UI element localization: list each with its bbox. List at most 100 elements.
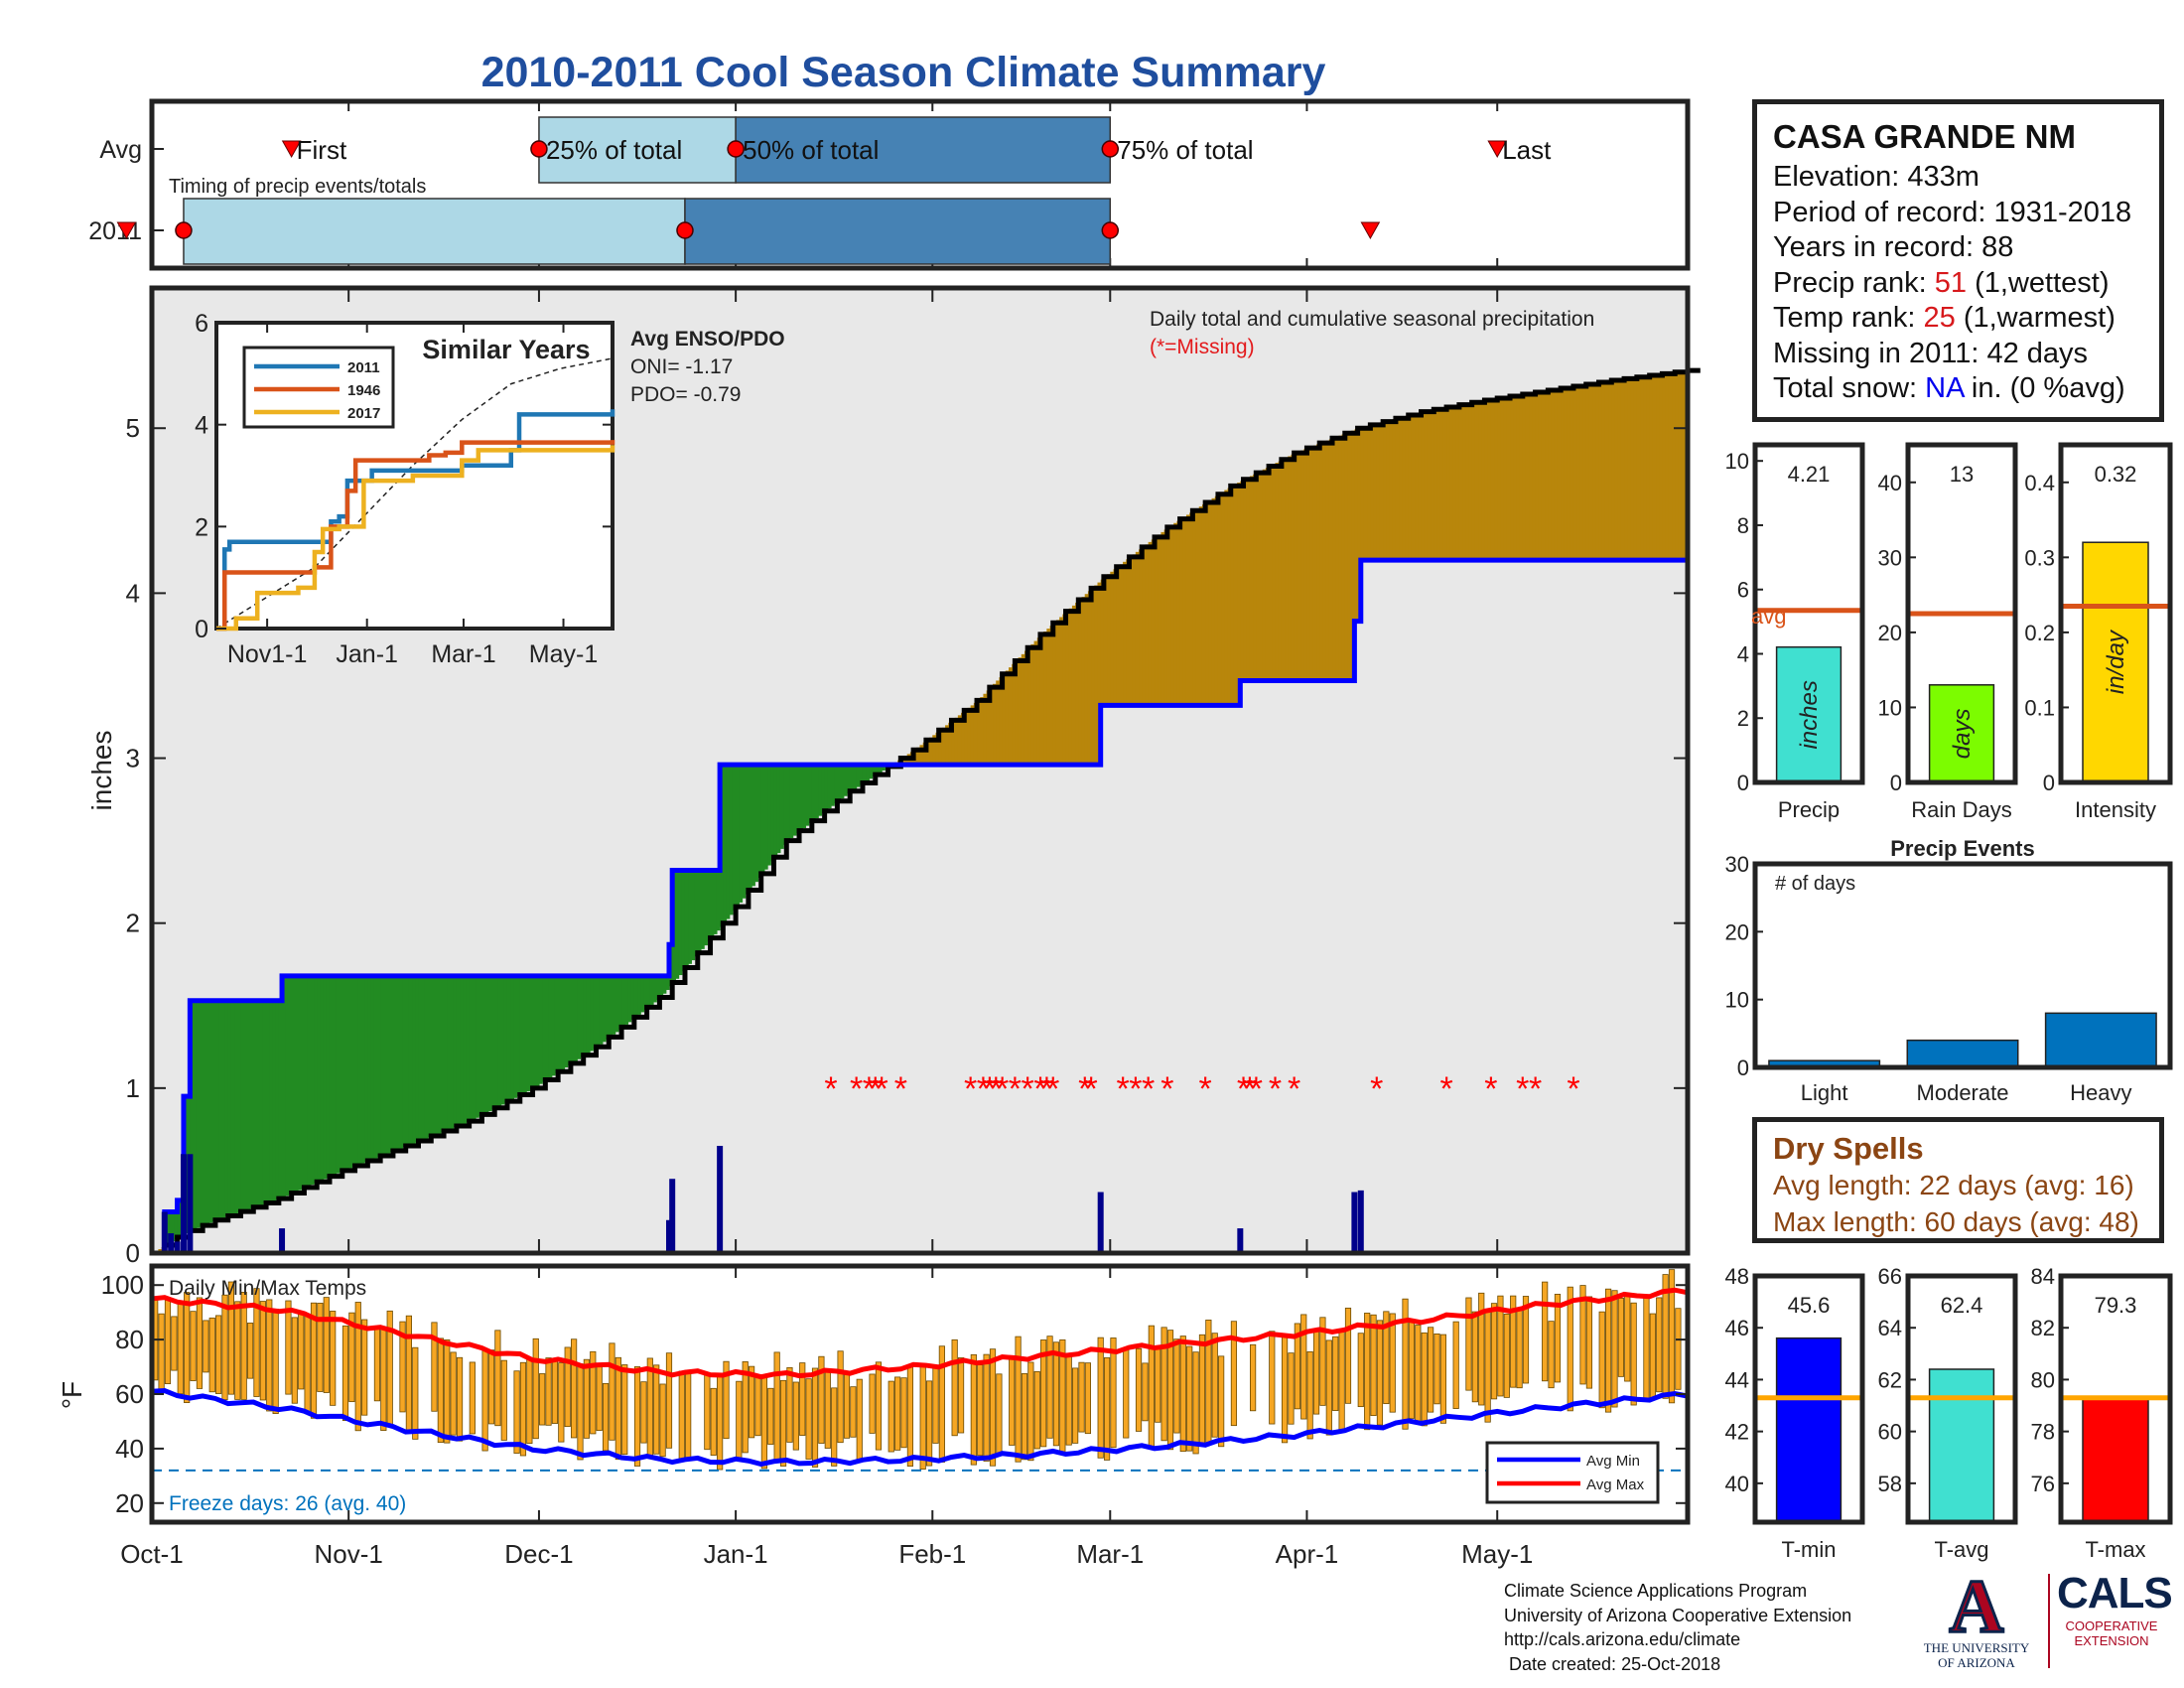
- above-avg-fill: [230, 1000, 235, 1215]
- above-avg-fill: [253, 1000, 258, 1207]
- summary-unit-label: inches: [1796, 680, 1823, 749]
- daily-temp-bar: [1471, 1311, 1478, 1403]
- daily-temp-bar: [272, 1308, 279, 1414]
- above-avg-fill: [564, 975, 569, 1068]
- below-avg-fill: [1652, 374, 1657, 561]
- daily-temp-bar: [704, 1372, 711, 1451]
- daily-temp-bar: [1433, 1334, 1440, 1405]
- above-avg-fill: [684, 870, 689, 968]
- daily-temp-bar: [298, 1313, 305, 1390]
- daily-temp-bar: [1452, 1321, 1459, 1409]
- daily-temp-bar: [1046, 1336, 1053, 1439]
- below-avg-fill: [1325, 440, 1330, 681]
- below-avg-fill: [1185, 514, 1190, 706]
- summary-ytick-label: 0.1: [2024, 695, 2055, 720]
- summary-xlabel: T-min: [1782, 1537, 1837, 1562]
- precip-rank-note: (1,wettest): [1967, 266, 2110, 299]
- below-avg-fill: [1529, 393, 1533, 561]
- daily-temp-bar: [749, 1365, 755, 1439]
- events-title: Precip Events: [1890, 836, 2035, 861]
- daily-temp-bar: [850, 1386, 857, 1438]
- avg-25pct-marker: [530, 140, 548, 158]
- above-avg-fill: [697, 870, 702, 953]
- below-avg-fill: [1535, 392, 1540, 561]
- missing-day-marker: *: [983, 1070, 996, 1108]
- daily-temp-bar: [977, 1364, 984, 1457]
- below-avg-fill: [948, 722, 953, 766]
- above-avg-fill: [199, 1000, 204, 1227]
- below-avg-fill: [1484, 399, 1489, 561]
- daily-temp-bar: [837, 1350, 844, 1444]
- below-avg-fill: [1405, 415, 1410, 561]
- missing-day-marker: *: [824, 1070, 837, 1108]
- daily-temp-bar: [348, 1312, 355, 1403]
- above-avg-fill: [256, 1000, 261, 1206]
- above-avg-fill: [447, 975, 452, 1130]
- below-avg-fill: [1592, 383, 1596, 561]
- summary-ytick-label: 4: [1737, 641, 1749, 666]
- 2011-25pct-marker: [175, 221, 193, 239]
- above-avg-fill: [859, 765, 864, 785]
- below-avg-fill: [1601, 381, 1606, 561]
- above-avg-fill: [751, 765, 755, 887]
- daily-temp-bar: [659, 1383, 666, 1458]
- below-avg-fill: [1659, 373, 1664, 561]
- below-avg-fill: [1545, 390, 1549, 561]
- above-avg-fill: [250, 1000, 254, 1208]
- below-avg-fill: [1436, 408, 1441, 561]
- below-avg-fill: [1151, 539, 1156, 706]
- daily-temp-bar: [1319, 1317, 1326, 1406]
- above-avg-fill: [770, 765, 775, 862]
- missing-day-marker: *: [1529, 1070, 1542, 1108]
- missing-day-marker: *: [964, 1070, 977, 1108]
- enso-pdo: PDO= -0.79: [630, 383, 741, 406]
- daily-temp-bar: [602, 1382, 610, 1452]
- below-avg-fill: [1525, 393, 1530, 561]
- above-avg-fill: [799, 765, 803, 831]
- above-avg-fill: [529, 975, 534, 1090]
- above-avg-fill: [739, 765, 744, 903]
- total-snow: Total snow: NA in. (0 %avg): [1773, 371, 2143, 407]
- avg-first-marker: [281, 140, 302, 159]
- daily-precip-bar: [1351, 1192, 1358, 1253]
- above-avg-fill: [535, 975, 540, 1086]
- above-avg-fill: [460, 975, 464, 1125]
- missing-day-marker: *: [869, 1070, 882, 1108]
- above-avg-fill: [491, 975, 495, 1110]
- daily-temp-bar: [203, 1320, 209, 1373]
- below-avg-fill: [1386, 420, 1391, 561]
- summary-ytick-label: 20: [1878, 621, 1902, 645]
- avg-last-marker: [1487, 140, 1508, 159]
- above-avg-fill: [878, 765, 883, 774]
- above-avg-fill: [298, 975, 302, 1191]
- below-avg-fill: [1253, 474, 1257, 681]
- daily-temp-bar: [1033, 1371, 1040, 1450]
- above-avg-fill: [431, 975, 436, 1137]
- daily-precip-bar: [665, 1219, 672, 1253]
- above-avg-fill: [834, 765, 838, 804]
- avg-50pct-label: 50% of total: [743, 135, 879, 165]
- events-ytick-label: 20: [1725, 919, 1749, 944]
- below-avg-fill: [1363, 426, 1368, 561]
- station-elevation: Elevation: 433m: [1773, 161, 1979, 193]
- above-avg-fill: [583, 975, 588, 1055]
- above-avg-fill: [329, 975, 334, 1177]
- below-avg-fill: [1487, 399, 1492, 561]
- above-avg-fill: [487, 975, 492, 1112]
- above-avg-fill: [643, 975, 648, 1010]
- above-avg-fill: [259, 1000, 264, 1205]
- above-avg-fill: [614, 975, 619, 1033]
- daily-temp-bar: [184, 1292, 191, 1403]
- daily-temp-bar: [539, 1373, 546, 1426]
- daily-temp-bar: [1040, 1339, 1047, 1448]
- below-avg-fill: [1221, 492, 1225, 706]
- above-avg-fill: [294, 975, 299, 1193]
- below-avg-fill: [1506, 396, 1511, 561]
- below-avg-fill: [1189, 512, 1193, 706]
- above-avg-fill: [596, 975, 601, 1048]
- above-avg-fill: [262, 1000, 267, 1204]
- daily-temp-bar: [330, 1311, 337, 1406]
- below-avg-fill: [983, 693, 988, 766]
- below-avg-fill: [1478, 401, 1482, 561]
